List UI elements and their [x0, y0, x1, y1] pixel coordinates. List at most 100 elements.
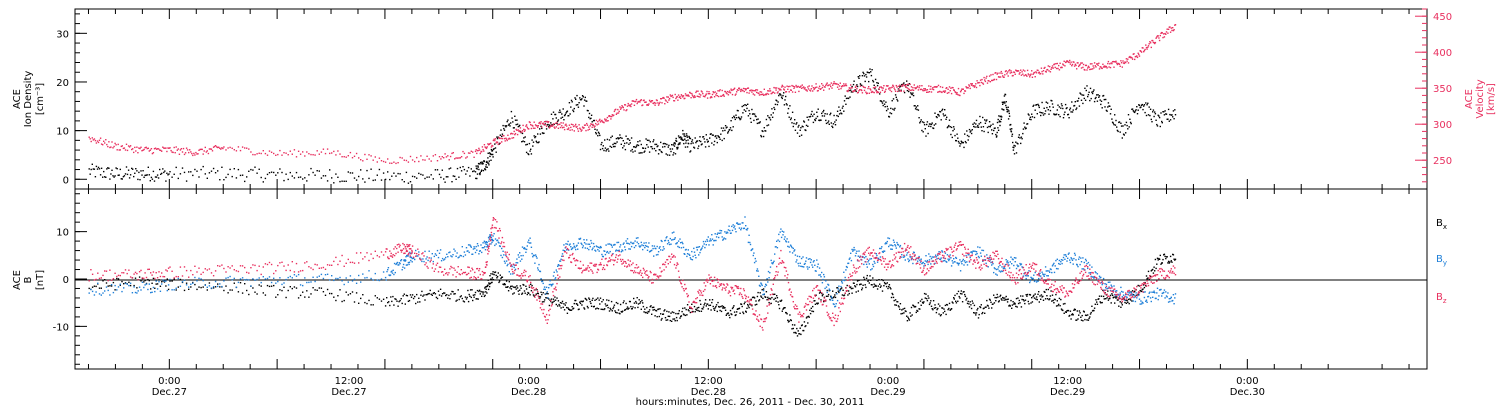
velocity-series-point	[825, 85, 826, 86]
density-series-point	[639, 140, 640, 141]
velocity-series-point	[603, 122, 604, 123]
velocity-series-point	[590, 125, 591, 126]
by-series-point	[661, 241, 662, 242]
density-series-point	[824, 113, 825, 114]
bx-series-point	[945, 305, 946, 306]
by-series-point	[699, 252, 700, 253]
velocity-series-point	[467, 156, 468, 157]
density-series-point	[731, 130, 732, 131]
density-series-point	[918, 109, 919, 110]
bx-series-point	[151, 283, 152, 284]
by-series-point	[672, 232, 673, 233]
by-series-point	[867, 266, 868, 267]
bx-series-point	[1095, 299, 1096, 300]
bx-series-point	[482, 293, 483, 294]
density-series-point	[811, 114, 812, 115]
by-series-point	[409, 262, 410, 263]
density-series-point	[935, 123, 936, 124]
bx-series-point	[672, 318, 673, 319]
bx-series-point	[1055, 294, 1056, 295]
by-series-point	[869, 258, 870, 259]
bx-series-point	[157, 283, 158, 284]
by-series-point	[453, 249, 454, 250]
density-series-point	[560, 118, 561, 119]
by-series-point	[908, 261, 909, 262]
by-series-point	[498, 242, 499, 243]
by-series-point	[518, 254, 519, 255]
by-series-point	[634, 247, 635, 248]
velocity-series-point	[996, 79, 997, 80]
density-series-point	[695, 142, 696, 143]
bx-series-point	[892, 294, 893, 295]
bx-series-point	[527, 294, 528, 295]
velocity-series-point	[867, 93, 868, 94]
bx-series-point	[678, 313, 679, 314]
by-series-point	[188, 286, 189, 287]
by-series-point	[681, 247, 682, 248]
density-series-point	[922, 121, 923, 122]
velocity-series-point	[930, 86, 931, 87]
velocity-series-point	[840, 83, 841, 84]
by-series-point	[686, 249, 687, 250]
by-series-point	[804, 263, 805, 264]
by-series-point	[133, 286, 134, 287]
by-series-point	[1005, 264, 1006, 265]
by-series-point	[427, 260, 428, 261]
by-series-point	[836, 293, 837, 294]
by-series-point	[766, 278, 767, 279]
density-series-point	[205, 173, 206, 174]
by-series-point	[517, 262, 518, 263]
bx-series-point	[469, 294, 470, 295]
velocity-series-point	[930, 89, 931, 90]
bx-series-point	[704, 303, 705, 304]
bx-series-point	[720, 306, 721, 307]
density-series-point	[529, 150, 530, 151]
bx-series-point	[941, 314, 942, 315]
density-series-point	[874, 88, 875, 89]
velocity-series-point	[917, 86, 918, 87]
density-series-point	[568, 115, 569, 116]
by-series-point	[1013, 265, 1014, 266]
density-series-point	[585, 97, 586, 98]
bx-series-point	[880, 285, 881, 286]
by-series-point	[740, 229, 741, 230]
by-series-point	[936, 256, 937, 257]
by-series-point	[393, 270, 394, 271]
bx-series-point	[213, 287, 214, 288]
by-series-point	[503, 254, 504, 255]
bx-series-point	[748, 307, 749, 308]
density-series-point	[972, 124, 973, 125]
density-series-point	[1126, 125, 1127, 126]
bx-series-point	[618, 309, 619, 310]
density-series-point	[795, 123, 796, 124]
velocity-series-point	[842, 85, 843, 86]
by-series-point	[794, 249, 795, 250]
bx-series-point	[461, 295, 462, 296]
bx-series-point	[885, 283, 886, 284]
by-series-point	[462, 246, 463, 247]
by-series-point	[599, 250, 600, 251]
bx-series-point	[958, 291, 959, 292]
density-series-point	[677, 147, 678, 148]
by-series-point	[796, 259, 797, 260]
bx-series-point	[573, 308, 574, 309]
density-series-point	[836, 119, 837, 120]
density-series-point	[471, 168, 472, 169]
density-series-point	[887, 108, 888, 109]
density-series-point	[598, 132, 599, 133]
by-series-point	[671, 239, 672, 240]
velocity-series-point	[1049, 66, 1050, 67]
density-series-point	[787, 113, 788, 114]
bx-series-point	[317, 290, 318, 291]
density-series-point	[583, 96, 584, 97]
density-series-point	[273, 172, 274, 173]
by-series-point	[647, 250, 648, 251]
density-series-point	[1071, 101, 1072, 102]
density-series-point	[577, 104, 578, 105]
velocity-series-point	[102, 144, 103, 145]
bx-series-point	[1050, 290, 1051, 291]
bx-series-point	[766, 299, 767, 300]
density-series-point	[615, 143, 616, 144]
bx-series-point	[516, 288, 517, 289]
bx-series-point	[1017, 306, 1018, 307]
